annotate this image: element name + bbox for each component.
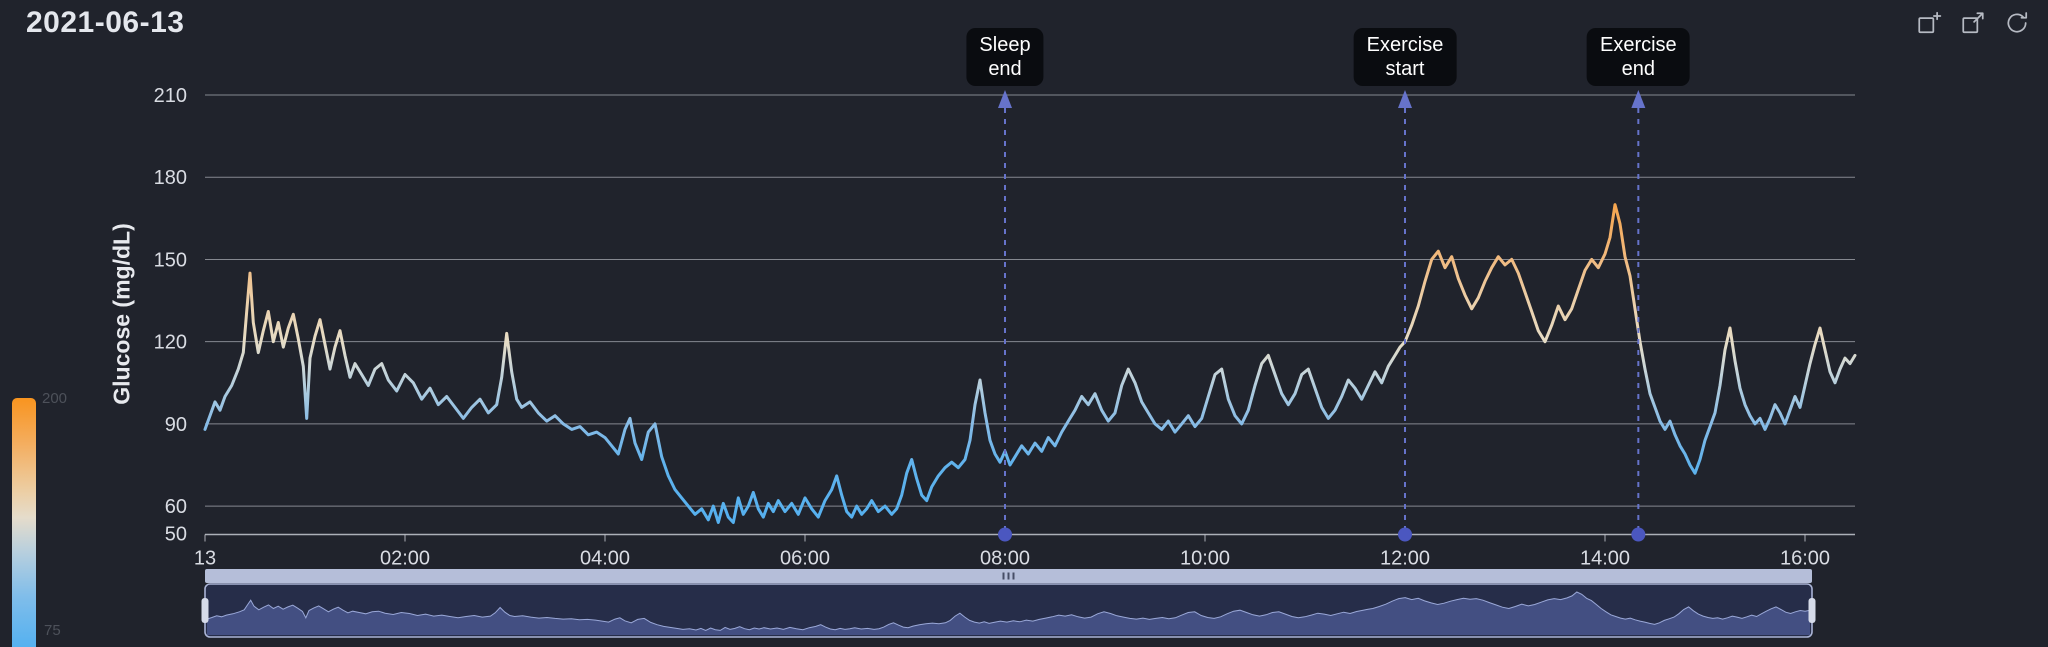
- y-tick-label: 180: [154, 167, 187, 189]
- datazoom-grip-icon: [1007, 572, 1010, 580]
- x-tick-label: 04:00: [580, 548, 630, 570]
- y-tick-label: 60: [165, 496, 187, 518]
- datazoom-grip-icon: [1002, 572, 1005, 580]
- glucose-line: [203, 203, 1857, 524]
- y-tick-label: 90: [165, 414, 187, 436]
- x-tick-label: 10:00: [1180, 548, 1230, 570]
- datazoom-handle-left[interactable]: [201, 598, 209, 623]
- y-tick-label: 210: [154, 85, 187, 107]
- x-tick-label: 16:00: [1780, 548, 1830, 570]
- x-tick-label: 02:00: [380, 548, 430, 570]
- page-title: 2021-06-13: [26, 6, 185, 39]
- annotation-arrow-icon: [998, 90, 1012, 108]
- y-tick-label: 50: [165, 524, 187, 546]
- chart-toolbar: [1916, 10, 2030, 36]
- annotation-dot: [998, 527, 1012, 542]
- colorbar-min-label: 75: [44, 622, 61, 639]
- zoom-select-icon[interactable]: [1916, 10, 1942, 36]
- annotation-arrow-icon: [1631, 90, 1646, 108]
- x-tick-label: 06:00: [780, 548, 830, 570]
- datazoom-handle-right[interactable]: [1808, 598, 1816, 623]
- colorbar-max-label: 200: [42, 390, 68, 407]
- annotation-dot: [1631, 527, 1646, 542]
- annotation-arrow-icon: [1398, 90, 1412, 108]
- x-tick-label: 08:00: [980, 548, 1030, 570]
- datazoom-minimap-area: [207, 592, 1810, 635]
- x-tick-label: 13: [194, 548, 216, 570]
- datazoom-minimap-line: [206, 591, 1811, 631]
- x-tick-label: 12:00: [1380, 548, 1430, 570]
- zoom-reset-icon[interactable]: [1960, 10, 1986, 36]
- restore-icon[interactable]: [2004, 10, 2030, 36]
- x-tick-label: 14:00: [1580, 548, 1630, 570]
- glucose-colorbar[interactable]: [12, 398, 36, 647]
- y-tick-label: 120: [154, 332, 187, 354]
- annotation-dot: [1398, 527, 1412, 542]
- y-tick-label: 150: [154, 249, 187, 271]
- datazoom-grip-icon: [1012, 572, 1015, 580]
